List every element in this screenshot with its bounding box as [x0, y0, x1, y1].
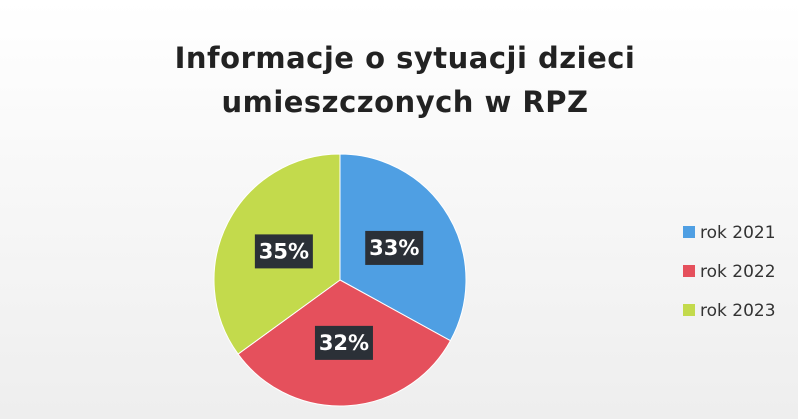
legend-label: rok 2021	[700, 223, 776, 243]
legend-label: rok 2023	[700, 301, 776, 321]
legend-swatch	[683, 265, 695, 277]
legend-swatch	[683, 226, 695, 238]
legend-label: rok 2022	[700, 262, 776, 282]
chart-title: umieszczonych w RPZ	[221, 85, 588, 119]
data-label: 33%	[369, 236, 419, 260]
chart-title: Informacje o sytuacji dzieci	[175, 41, 636, 75]
data-label-box	[365, 230, 424, 265]
data-label-box	[254, 234, 313, 269]
data-label: 35%	[259, 239, 309, 263]
data-label: 32%	[319, 331, 369, 355]
legend-swatch	[683, 304, 695, 316]
data-label-box	[314, 325, 373, 360]
